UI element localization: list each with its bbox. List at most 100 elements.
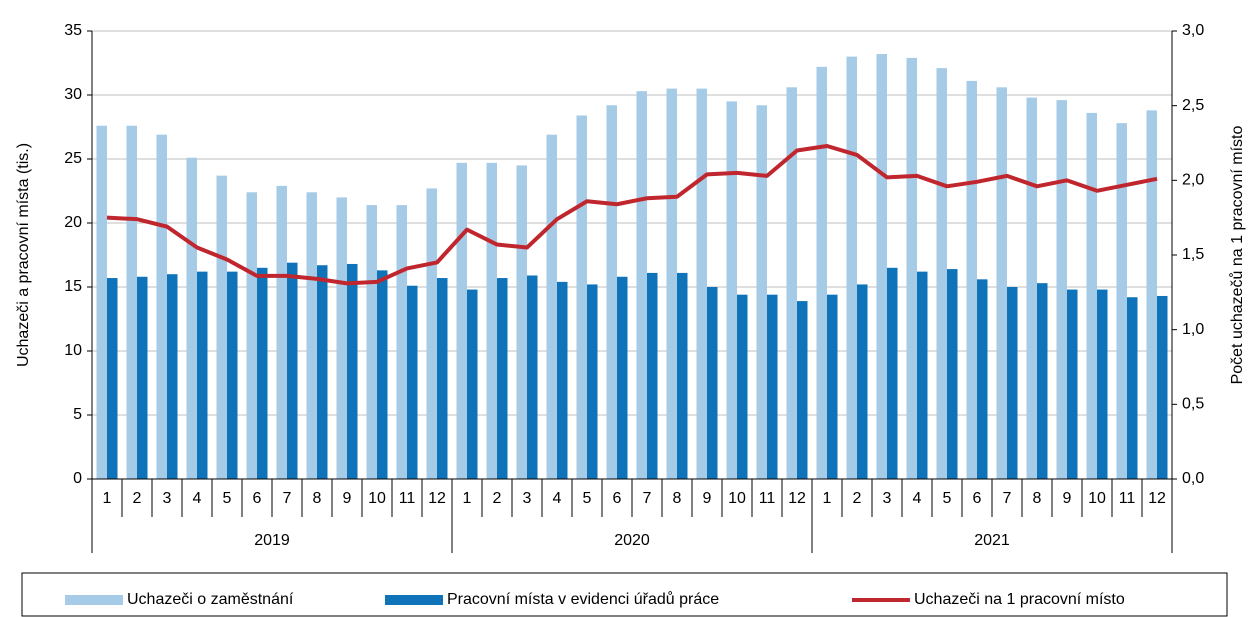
bar <box>227 271 238 479</box>
x-tick-label: 5 <box>223 490 232 507</box>
bar <box>797 301 808 479</box>
bar <box>966 80 977 480</box>
bar <box>1026 97 1037 479</box>
bar <box>347 263 358 479</box>
bar <box>977 279 988 479</box>
x-tick-label: 9 <box>1063 490 1072 507</box>
bar <box>587 284 598 479</box>
bar <box>756 105 767 480</box>
y-tick-label: 10 <box>64 342 82 359</box>
bar <box>1067 289 1078 479</box>
bar <box>497 278 508 479</box>
bar <box>677 272 688 479</box>
x-tick-label: 3 <box>163 490 172 507</box>
bar <box>377 270 388 479</box>
bar <box>906 57 917 479</box>
bar <box>726 101 737 480</box>
bar <box>887 267 898 479</box>
bar <box>647 272 658 479</box>
legend-box <box>21 572 1228 617</box>
y2-tick-label: 0,0 <box>1182 470 1204 487</box>
bar <box>876 54 887 479</box>
bar <box>1116 123 1127 479</box>
x-tick-label: 11 <box>759 490 776 507</box>
x-tick-label: 9 <box>343 490 352 507</box>
x-tick-label: 1 <box>823 490 832 507</box>
bar <box>786 87 797 479</box>
y-tick-label: 5 <box>73 406 82 423</box>
bar <box>366 205 377 479</box>
bar <box>936 68 947 480</box>
x-tick-label: 8 <box>673 490 682 507</box>
y-tick-label: 25 <box>64 150 82 167</box>
bar <box>186 157 197 479</box>
bar <box>636 91 647 479</box>
legend-label: Uchazeči o zaměstnání <box>127 591 294 608</box>
year-label: 2021 <box>974 532 1010 549</box>
bar <box>336 197 347 479</box>
x-tick-label: 9 <box>703 490 712 507</box>
bar <box>137 276 148 479</box>
bar <box>857 284 868 479</box>
bar <box>1127 297 1138 479</box>
bar <box>666 88 677 479</box>
bar <box>576 115 587 479</box>
x-tick-label: 7 <box>1003 490 1012 507</box>
bar <box>407 285 418 479</box>
x-tick-label: 10 <box>1088 490 1106 507</box>
y2-tick-label: 3,0 <box>1182 22 1204 39</box>
x-tick-label: 8 <box>313 490 322 507</box>
bar <box>1157 295 1168 479</box>
x-tick-label: 2 <box>853 490 862 507</box>
legend-swatch <box>65 595 123 605</box>
x-tick-label: 4 <box>553 490 562 507</box>
bar <box>1007 287 1018 479</box>
bar <box>1056 100 1067 480</box>
year-label: 2019 <box>254 532 290 549</box>
x-tick-label: 3 <box>883 490 892 507</box>
bar <box>126 125 137 479</box>
bar <box>996 87 1007 479</box>
bar <box>1037 283 1048 479</box>
bar <box>437 278 448 479</box>
bar <box>456 162 467 479</box>
bar <box>276 185 287 479</box>
bar <box>557 281 568 479</box>
bar <box>516 165 527 479</box>
bar <box>317 265 328 479</box>
bar <box>737 294 748 479</box>
line <box>106 143 1158 286</box>
y-tick-label: 0 <box>73 470 82 487</box>
y2-tick-label: 2,5 <box>1182 97 1204 114</box>
x-tick-label: 6 <box>613 490 622 507</box>
y-tick-label: 20 <box>64 214 82 231</box>
x-tick-label: 10 <box>728 490 746 507</box>
bar <box>606 105 617 480</box>
x-tick-label: 4 <box>913 490 922 507</box>
year-label: 2020 <box>614 532 650 549</box>
legend-label: Pracovní místa v evidenci úřadů práce <box>447 590 719 608</box>
x-tick-label: 7 <box>283 490 292 507</box>
x-tick-label: 4 <box>193 490 202 507</box>
bar <box>197 271 208 479</box>
y2-tick-label: 2,0 <box>1182 172 1204 189</box>
x-tick-label: 8 <box>1033 490 1042 507</box>
bar <box>816 66 827 479</box>
legend-label: Uchazeči na 1 pracovní místo <box>914 591 1125 608</box>
bar <box>707 287 718 479</box>
x-tick-label: 2 <box>493 490 502 507</box>
bar <box>917 271 928 479</box>
y2-tick-label: 1,5 <box>1182 246 1204 263</box>
y-tick-label: 30 <box>64 86 82 103</box>
bar <box>827 294 838 479</box>
bar <box>1086 112 1097 480</box>
bar <box>467 289 478 479</box>
bar <box>486 162 497 479</box>
bar <box>306 192 317 479</box>
y2-axis-label: Počet uchazečů na 1 pracovní místo <box>1228 125 1246 384</box>
legend-swatch <box>385 595 443 605</box>
bar <box>947 269 958 479</box>
bar <box>156 134 167 479</box>
bar <box>846 56 857 479</box>
